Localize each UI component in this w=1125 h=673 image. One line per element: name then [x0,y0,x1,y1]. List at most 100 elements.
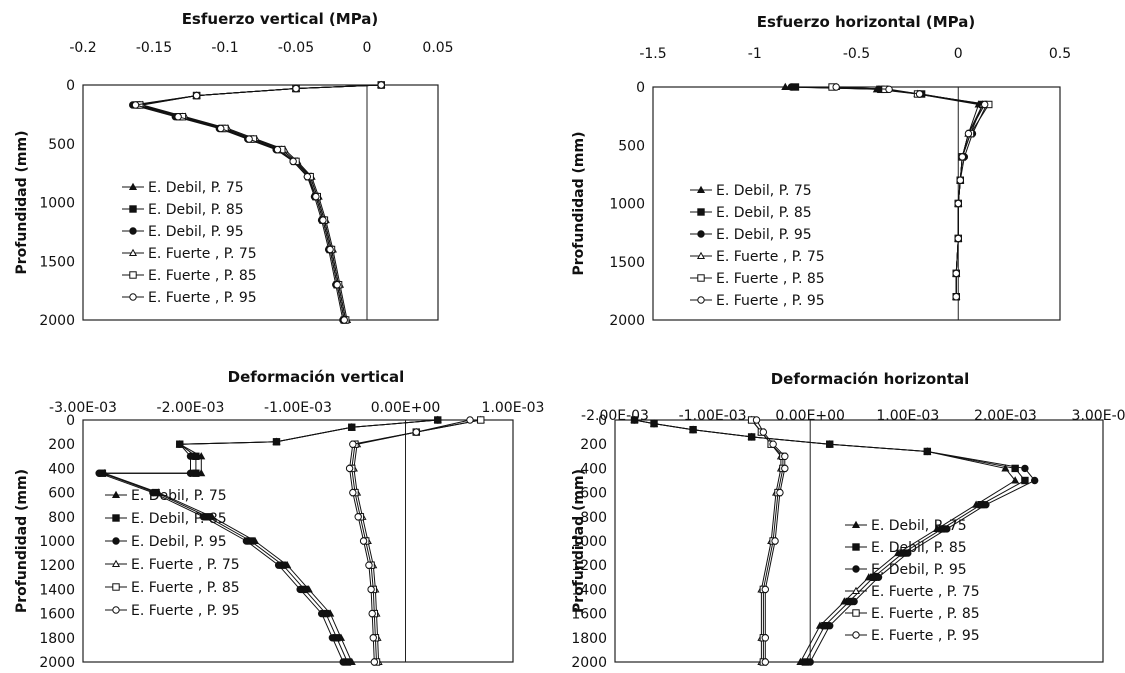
data-point [752,416,761,424]
x-tick-label: 2.00E-03 [974,408,1037,424]
legend-marker [697,230,705,238]
legend-marker [697,274,705,282]
data-point [776,488,784,497]
data-point [954,234,962,243]
x-tick-label: -0.05 [278,40,314,56]
data-point [1021,464,1029,473]
x-tick-label: -3.00E-03 [49,400,117,416]
legend-item: E. Fuerte , P. 75 [122,246,257,262]
x-tick-label: -1.5 [639,46,666,62]
data-point [434,416,442,424]
data-point [477,416,485,424]
y-tick-label: 1500 [609,255,645,271]
legend-item: E. Debil, P. 95 [845,562,967,578]
y-tick-label: 500 [48,137,75,153]
series-line [795,86,984,297]
data-point [1011,464,1019,473]
data-point [245,135,253,143]
series-line [351,419,481,663]
x-tick-label: -0.5 [843,46,870,62]
legend-item: E. Fuerte , P. 75 [105,557,240,573]
legend-marker [852,565,860,573]
data-point [1001,464,1010,472]
legend-item: E. Fuerte , P. 85 [122,268,257,284]
data-point [747,433,756,441]
plot-area [652,86,1061,321]
data-point [217,124,225,133]
data-point [272,438,281,446]
chart-title: Deformación vertical [228,368,405,386]
legend-label: E. Fuerte , P. 75 [131,557,240,573]
series-line [751,419,784,662]
series-3 [95,416,442,666]
data-point [982,501,990,509]
y-tick-label: 1400 [39,582,75,598]
legend-label: E. Fuerte , P. 75 [716,249,825,265]
data-point [339,658,347,666]
legend-item: E. Debil, P. 85 [845,540,967,556]
legend: E. Debil, P. 75 E. Debil, P. 85 E. Debil, … [122,180,257,306]
data-point [149,488,157,497]
data-point [761,658,770,666]
data-point [1030,476,1039,485]
data-point [850,597,858,606]
data-point [832,83,840,91]
legend-marker [128,182,138,191]
data-point [348,423,356,431]
legend-label: E. Fuerte , P. 95 [131,603,240,619]
x-tick-label: -2.00E-03 [581,408,649,424]
legend-marker [696,251,706,260]
y-axis-label: Profundidad (mm) [14,469,30,613]
y-tick-label: 1800 [571,631,607,647]
data-point [292,84,300,93]
legend-label: E. Fuerte , P. 95 [716,293,825,309]
data-point [186,469,195,477]
legend-marker [852,543,860,551]
legend-marker [111,490,121,499]
data-point [365,561,373,569]
series-4 [747,415,785,666]
data-point [354,513,362,521]
legend-label: E. Debil, P. 75 [131,488,227,504]
chart-panel-4: Deformación horizontal -2.00E-03 -1.00E-03… [571,370,1125,671]
y-axis-label: Profundidad (mm) [571,132,587,276]
chart-title: Deformación horizontal [771,370,970,388]
data-point [303,172,312,181]
data-point [192,91,201,100]
x-tick-label: 0.00E+00 [775,408,845,424]
data-point [806,658,814,666]
legend-item: E. Fuerte , P. 95 [845,628,980,644]
legend-label: E. Fuerte , P. 85 [131,580,240,596]
plot-area [82,419,514,663]
data-point [761,585,770,594]
data-point [359,537,368,545]
series-line [756,419,786,662]
data-point [826,440,834,448]
data-point [650,419,658,428]
y-tick-label: 800 [48,510,75,526]
data-point [761,634,770,642]
data-point [952,293,960,301]
data-point [874,573,883,581]
data-point [242,537,251,545]
legend-item: E. Debil, P. 75 [105,488,227,504]
data-point [377,81,385,89]
data-point [1011,476,1020,484]
legend-item: E. Debil, P. 85 [105,511,227,527]
y-tick-label: 1200 [39,558,75,574]
legend-label: E. Debil, P. 75 [871,518,967,534]
legend-marker [697,296,705,304]
y-tick-label: 1000 [39,196,75,212]
data-point [952,269,960,278]
legend-item: E. Debil, P. 75 [690,183,812,199]
y-tick-label: 600 [48,486,75,502]
legend-item: E. Debil, P. 75 [122,180,244,196]
series-6 [131,81,385,324]
legend-marker [112,606,120,614]
series-5 [828,83,993,301]
data-point [781,464,789,473]
data-point [186,452,195,460]
data-point [174,113,182,121]
x-tick-label: 1.00E-03 [482,400,545,416]
